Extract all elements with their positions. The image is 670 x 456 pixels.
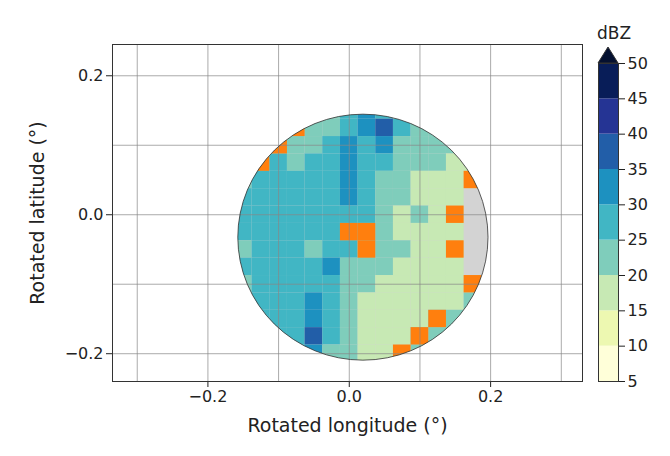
svg-text:10: 10 [628, 336, 648, 355]
svg-text:40: 40 [628, 124, 648, 143]
svg-text:0.2: 0.2 [478, 387, 503, 406]
svg-text:45: 45 [628, 89, 648, 108]
svg-text:50: 50 [628, 54, 648, 73]
svg-text:−0.2: −0.2 [188, 387, 227, 406]
svg-text:15: 15 [628, 301, 648, 320]
svg-text:35: 35 [628, 160, 648, 179]
svg-text:Rotated latitude (°): Rotated latitude (°) [26, 121, 48, 305]
svg-text:5: 5 [628, 372, 638, 391]
svg-text:0.0: 0.0 [337, 387, 362, 406]
svg-text:Rotated longitude (°): Rotated longitude (°) [247, 414, 447, 436]
svg-text:dBZ: dBZ [597, 23, 631, 43]
svg-text:−0.2: −0.2 [65, 344, 104, 363]
svg-text:30: 30 [628, 195, 648, 214]
svg-text:0.0: 0.0 [78, 205, 103, 224]
svg-text:20: 20 [628, 266, 648, 285]
svg-text:0.2: 0.2 [78, 66, 103, 85]
svg-text:25: 25 [628, 230, 648, 249]
